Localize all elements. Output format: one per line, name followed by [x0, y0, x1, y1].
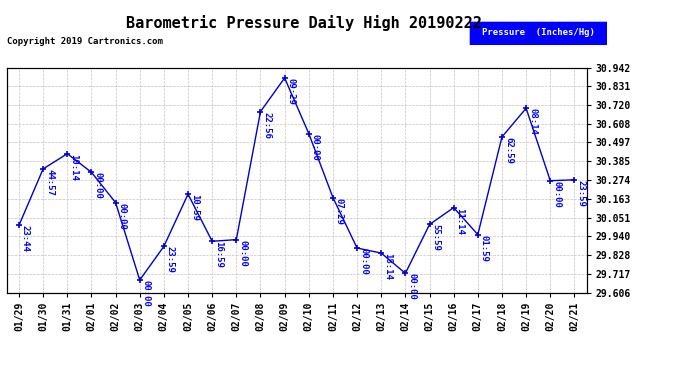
Text: 00:00: 00:00: [359, 248, 368, 275]
Text: 62:59: 62:59: [504, 137, 513, 164]
Text: 23:44: 23:44: [21, 225, 30, 252]
Text: Copyright 2019 Cartronics.com: Copyright 2019 Cartronics.com: [7, 38, 163, 46]
Text: 01:59: 01:59: [480, 235, 489, 261]
Text: 00:00: 00:00: [238, 240, 247, 267]
Text: 16:59: 16:59: [214, 241, 223, 268]
Text: 00:00: 00:00: [93, 172, 102, 199]
Text: 23:59: 23:59: [576, 180, 585, 207]
Text: 09:29: 09:29: [286, 78, 295, 105]
Text: 00:00: 00:00: [310, 134, 319, 160]
Text: 00:00: 00:00: [552, 181, 561, 207]
Text: 22:56: 22:56: [262, 112, 271, 138]
Text: 07:29: 07:29: [335, 198, 344, 224]
Text: 00:00: 00:00: [407, 273, 416, 300]
Text: 11:14: 11:14: [455, 208, 464, 234]
Text: 55:59: 55:59: [431, 225, 440, 251]
Text: 18:14: 18:14: [383, 253, 392, 280]
Text: 10:14: 10:14: [69, 154, 78, 181]
Text: Barometric Pressure Daily High 20190222: Barometric Pressure Daily High 20190222: [126, 15, 482, 31]
Text: 10:59: 10:59: [190, 194, 199, 221]
Text: 23:59: 23:59: [166, 246, 175, 273]
Text: 44:57: 44:57: [45, 169, 54, 196]
Text: Pressure  (Inches/Hg): Pressure (Inches/Hg): [482, 28, 595, 38]
Text: 08:14: 08:14: [528, 108, 537, 135]
Text: 00:00: 00:00: [141, 280, 150, 307]
Text: 00:00: 00:00: [117, 202, 126, 229]
